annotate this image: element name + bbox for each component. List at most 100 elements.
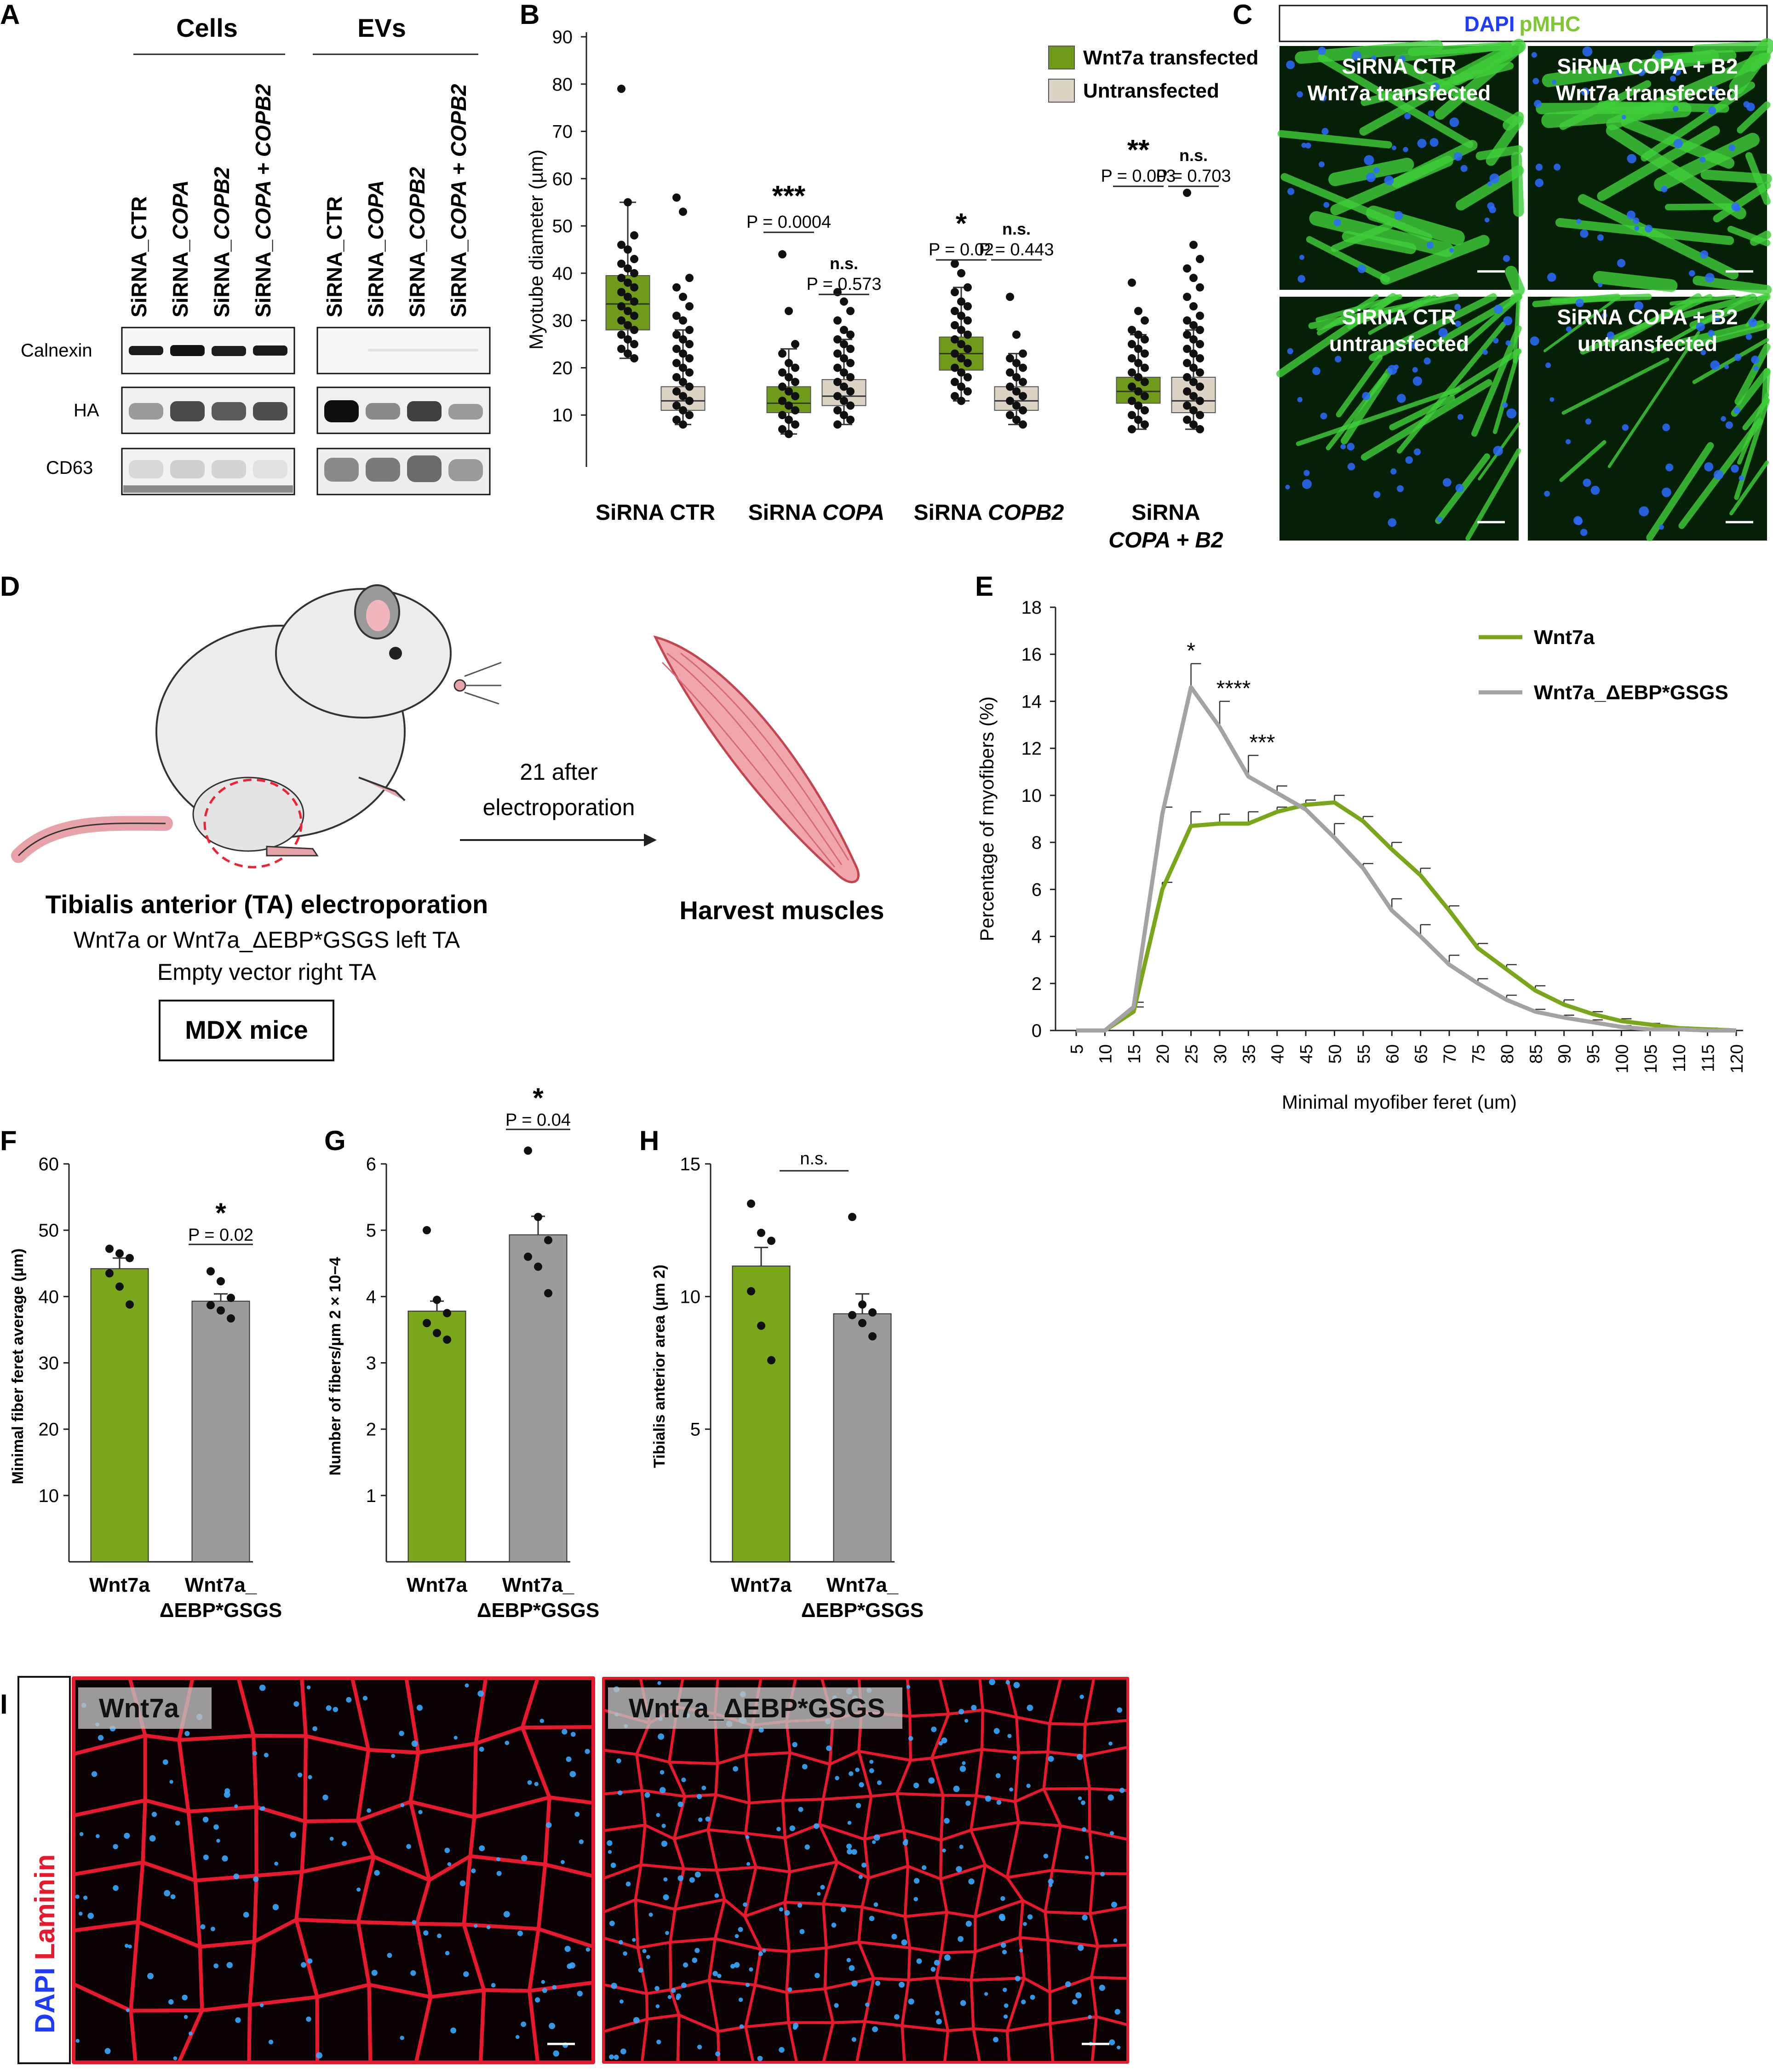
myotube (1449, 348, 1522, 397)
nucleus (569, 1771, 576, 1778)
myotube (1692, 41, 1768, 54)
data-point (951, 363, 959, 372)
nucleus (259, 2003, 264, 2008)
nucleus (1670, 75, 1676, 82)
data-point (1183, 387, 1191, 396)
data-point (846, 401, 855, 410)
nucleus (503, 1911, 510, 1918)
x-tick-label: 90 (1555, 1044, 1575, 1064)
y-tick-label: 30 (552, 311, 573, 331)
nucleus (692, 1957, 698, 1963)
data-point (840, 382, 848, 391)
data-point (617, 345, 625, 353)
data-point (1128, 340, 1136, 349)
nucleus (1661, 185, 1668, 193)
data-point (1189, 302, 1198, 311)
data-point (1189, 378, 1198, 386)
x-tick-label: 50 (1326, 1044, 1345, 1064)
nucleus (1598, 282, 1603, 288)
nucleus (450, 2027, 457, 2034)
myotube (1277, 130, 1392, 149)
nucleus (869, 1916, 875, 1922)
chart-b: 10 20 30 40 50 60 70 80 90 Myotube diameter (µm) S… (525, 27, 1258, 553)
data-point (1196, 397, 1204, 405)
y-tick-label: 5 (366, 1220, 376, 1241)
data-point (685, 397, 694, 405)
myotube (1318, 54, 1474, 148)
nucleus (1745, 334, 1752, 340)
data-point (679, 316, 687, 325)
data-point (624, 198, 632, 207)
data-point (630, 340, 638, 349)
nucleus (1002, 1950, 1007, 1955)
panel-letter-f: F (0, 1125, 17, 1156)
nucleus (717, 1974, 722, 1978)
nucleus (1725, 421, 1733, 429)
lane-labels-cells: SiRNA_CTR SiRNA_COPA SiRNA_COPB2 SiRNA_COPA… (127, 84, 275, 317)
nucleus (577, 1991, 583, 1997)
nucleus (733, 1766, 739, 1772)
data-point (840, 326, 848, 334)
data-point (624, 293, 632, 301)
data-point (846, 387, 855, 396)
electroporation-title: Tibialis anterior (TA) electroporation (46, 890, 488, 919)
nucleus (1023, 1922, 1027, 1926)
nucleus (743, 1902, 747, 1907)
nucleus (1117, 2045, 1121, 2049)
series-line (1076, 800, 1737, 1033)
nucleus (1113, 1938, 1118, 1943)
nucleus (620, 2048, 626, 2055)
mdx-box (159, 1000, 334, 1061)
nucleus (1457, 414, 1463, 420)
tile-label-1: SiRNA COPA + B2 (1557, 305, 1738, 329)
data-point (1019, 378, 1027, 386)
nucleus (1493, 446, 1503, 456)
nucleus (787, 1987, 792, 1992)
nucleus (908, 1736, 913, 1741)
data-point (1134, 373, 1142, 381)
nucleus (930, 1967, 936, 1972)
data-point (846, 330, 855, 339)
nucleus (779, 2047, 785, 2053)
myotube (1492, 348, 1521, 434)
nucleus (749, 1967, 753, 1972)
nucleus (264, 1753, 269, 1758)
nucleus (149, 1835, 156, 1842)
sig-stars: * (956, 208, 967, 240)
nucleus (614, 2055, 619, 2060)
data-point (785, 401, 793, 410)
data-point (957, 269, 965, 277)
data-point (1183, 373, 1191, 381)
nucleus (259, 1807, 264, 1811)
nucleus (1417, 138, 1427, 148)
nucleus (1582, 46, 1593, 57)
nucleus (326, 1705, 332, 1711)
data-point (685, 274, 694, 282)
myotube (1749, 52, 1771, 72)
nucleus (1043, 1853, 1049, 1859)
nucleus (1333, 219, 1341, 226)
nucleus (671, 1988, 676, 1993)
nucleus (1696, 322, 1705, 331)
nucleus (1412, 367, 1418, 373)
nucleus (585, 1947, 591, 1952)
nucleus (124, 1832, 130, 1839)
data-point (858, 1300, 866, 1309)
nucleus (200, 1924, 206, 1929)
nucleus (1373, 491, 1381, 498)
nucleus (625, 1881, 631, 1887)
nucleus (301, 1962, 307, 1968)
nucleus (1530, 336, 1539, 346)
nucleus (873, 1834, 880, 1841)
stain-legend-box (1279, 5, 1768, 42)
category-label: Wnt7a_ (185, 1574, 257, 1596)
y-tick-label: 60 (552, 169, 573, 189)
nucleus (936, 2019, 942, 2025)
myotube (1511, 152, 1524, 217)
data-point (624, 307, 632, 316)
nucleus (1312, 367, 1320, 375)
x-tick-label: 75 (1469, 1044, 1488, 1064)
nucleus (1665, 463, 1674, 472)
legend-label: Wnt7a (1534, 626, 1595, 649)
nucleus (696, 1794, 702, 1799)
